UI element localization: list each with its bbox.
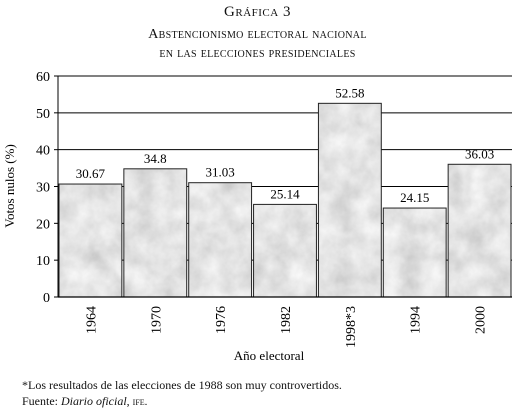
y-tick-label: 10 xyxy=(36,254,50,269)
y-tick-label: 40 xyxy=(36,144,50,159)
axes: 0 10 20 30 40 50 60 1964 1970 1976 1982 1998*3 1994 2… xyxy=(36,70,512,348)
bar-value-label: 52.58 xyxy=(335,85,364,100)
source-organization: ife. xyxy=(132,396,148,408)
y-tick-label: 30 xyxy=(36,181,50,196)
footnote: *Los resultados de las elecciones de 198… xyxy=(22,378,342,392)
bar-value-label: 24.15 xyxy=(400,190,429,205)
x-tick-label: 1964 xyxy=(84,306,99,334)
bar-value-label: 34.8 xyxy=(144,151,167,166)
x-tick-label: 1998*3 xyxy=(344,306,359,348)
figure-label: Gráfica 3 xyxy=(224,4,291,20)
x-tick-label: 2000 xyxy=(474,306,489,334)
bar-value-label: 36.03 xyxy=(465,146,494,161)
bar-value-label: 31.03 xyxy=(206,165,235,180)
bar-value-label: 30.67 xyxy=(76,166,106,181)
chart-title-line-1: Abstencionismo electoral nacional xyxy=(148,27,367,42)
source-note: Fuente: Diario oficial, ife. xyxy=(22,394,148,408)
y-axis-label: Votos nulos (%) xyxy=(2,144,17,228)
x-tick-label: 1982 xyxy=(279,306,294,334)
bar-1970 xyxy=(123,168,187,297)
x-axis-label: Año electoral xyxy=(234,348,305,363)
bars: 30.67 34.8 31.03 25.14 52.58 24.15 36.03 xyxy=(58,85,512,298)
y-tick-label: 50 xyxy=(36,107,50,122)
bar-1998*3 xyxy=(318,103,382,298)
y-tick-label: 20 xyxy=(36,217,50,232)
bar-1964 xyxy=(59,184,122,297)
y-tick-label: 60 xyxy=(36,70,50,85)
y-tick-label: 0 xyxy=(43,291,50,306)
x-tick-label: 1994 xyxy=(409,306,424,334)
bar-chart: 30.67 34.8 31.03 25.14 52.58 24.15 36.03 0 10 20… xyxy=(2,70,512,363)
source-prefix: Fuente: xyxy=(22,394,58,408)
bar-1976 xyxy=(188,182,252,297)
chart-title-line-2: en las elecciones presidenciales xyxy=(159,46,356,61)
bar-2000 xyxy=(448,164,511,297)
x-tick-label: 1970 xyxy=(149,306,164,334)
bar-1982 xyxy=(253,204,317,297)
source-publication: Diario oficial xyxy=(61,394,127,408)
bar-value-label: 25.14 xyxy=(270,186,300,201)
x-tick-label: 1976 xyxy=(214,306,229,334)
bar-1994 xyxy=(383,208,447,297)
